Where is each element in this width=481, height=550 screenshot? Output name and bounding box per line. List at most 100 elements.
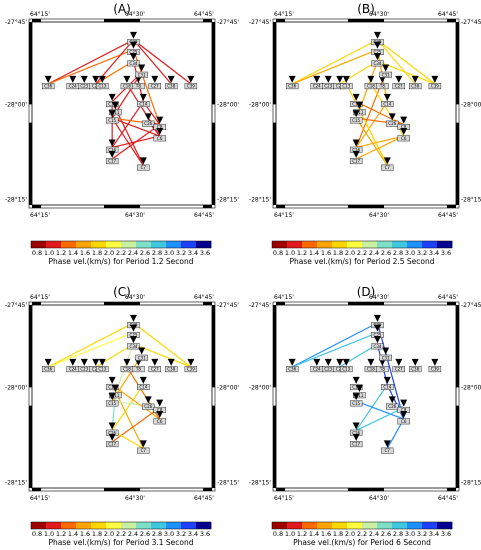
station-marker (138, 347, 146, 355)
station-marker (92, 358, 100, 366)
colorbar-tick-label: 3.4 (429, 249, 439, 257)
lon-tick-label: 64°45' (438, 495, 458, 502)
station-marker (373, 314, 381, 322)
station-label-box (349, 441, 363, 448)
station-label: C36 (44, 367, 52, 372)
station-label-box (105, 158, 119, 165)
station-label: C7 (385, 448, 391, 453)
station-marker (156, 116, 164, 124)
colorbar-tick-label: 1.2 (297, 530, 307, 538)
lat-tick-label: -28°00' (249, 384, 271, 391)
station-label: C38 (167, 367, 175, 372)
station-label: C15 (108, 401, 116, 406)
lon-tick-label: 64°15' (30, 495, 50, 502)
station-label: C11 (355, 393, 363, 398)
station-label: C20 (92, 367, 100, 372)
station-marker (69, 75, 77, 83)
station-label-box (428, 83, 442, 90)
colorbar-tick-label: 3.0 (405, 249, 415, 257)
station-marker (383, 440, 391, 448)
station-label: C15 (352, 401, 360, 406)
colorbar: 0.8 1.0 1.2 1.4 1.6 1.8 2.0 2.2 2.4 2.6 2.8 3.0 3.2 3… (30, 521, 212, 547)
station-label-box (42, 83, 55, 90)
lon-tick-label: 64°45' (194, 212, 214, 219)
colorbar-tick-label: 3.2 (417, 249, 427, 257)
station-label-box (379, 71, 392, 78)
ray-path (47, 49, 134, 85)
station-marker (129, 53, 137, 61)
station-marker (69, 358, 77, 366)
station-label: C25 (130, 49, 138, 54)
colorbar-tick-label: 1.6 (321, 249, 331, 257)
station-label: C39 (431, 367, 439, 372)
station-marker (129, 41, 137, 49)
station-label-box (184, 83, 198, 90)
map-panel: (D)64°15'64°15'64°30'64°30'64°45'64°45'-… (249, 285, 481, 547)
station-label-box (96, 83, 109, 90)
station-marker (108, 139, 116, 147)
ray-path (376, 322, 405, 420)
station-label-box (376, 366, 389, 373)
lon-tick-label: 64°30' (125, 212, 145, 219)
station-marker (355, 101, 363, 109)
station-marker (129, 336, 137, 344)
station-label-box (132, 83, 145, 90)
station-label: C6 (157, 419, 163, 424)
station-marker (108, 150, 116, 158)
station-label: C18 (123, 367, 131, 372)
station-label-box (105, 101, 119, 108)
colorbar-label: Phase vel.(km/s) for Period 3.1 Second (49, 538, 194, 547)
station-label: C13 (98, 367, 106, 372)
colorbar-segment (302, 522, 318, 529)
station-label: C27 (151, 367, 159, 372)
station-marker (400, 116, 408, 124)
station-label-box (381, 447, 394, 454)
lat-tick-label: -28°00' (249, 101, 271, 108)
colorbar-segment (377, 522, 393, 529)
station-marker (108, 422, 116, 430)
station-label-box (386, 120, 399, 127)
station-label: C8 (401, 124, 407, 129)
colorbar-tick-label: 1.8 (333, 249, 343, 257)
lon-tick-label: 64°30' (369, 495, 389, 502)
lat-tick-label: -28°15' (461, 197, 481, 204)
lat-tick-label: -28°00' (5, 384, 27, 391)
station-label: C13 (342, 367, 350, 372)
station-label: C34 (374, 344, 382, 349)
colorbar-segment (196, 522, 212, 529)
colorbar-tick-label: 3.4 (188, 249, 198, 257)
station-marker (151, 75, 159, 83)
lat-tick-label: -28°00' (461, 384, 481, 391)
station-label: T8 (135, 367, 141, 372)
colorbar-tick-label: 2.8 (152, 530, 162, 538)
ray-path (355, 101, 388, 148)
station-label-box (153, 418, 166, 425)
station-label: C16 (352, 430, 360, 435)
ray-path (133, 39, 172, 85)
station-label: C7 (141, 165, 147, 170)
station-marker (111, 101, 119, 109)
lat-tick-label: -27°45' (5, 302, 27, 309)
colorbar-tick-label: 2.6 (381, 530, 391, 538)
station-marker (144, 396, 152, 404)
colorbar-segment (317, 522, 333, 529)
station-label-box (135, 354, 148, 361)
colorbar-segment (136, 522, 152, 529)
station-label: C18 (123, 84, 131, 89)
colorbar-tick-label: 3.4 (429, 530, 439, 538)
colorbar-segment (151, 241, 167, 248)
station-marker (342, 75, 350, 83)
station-marker (80, 75, 88, 83)
station-label-box (371, 60, 384, 67)
station-marker (44, 358, 52, 366)
lat-tick-label: -28°00' (461, 101, 481, 108)
station-label-box (409, 83, 422, 90)
lon-tick-label: 64°30' (369, 294, 389, 301)
station-label: C7 (141, 448, 147, 453)
station-label: C16 (108, 430, 116, 435)
ray-path (111, 407, 161, 443)
station-marker (156, 411, 164, 419)
ray-path (47, 39, 134, 85)
station-marker (400, 399, 408, 407)
station-marker (352, 422, 360, 430)
